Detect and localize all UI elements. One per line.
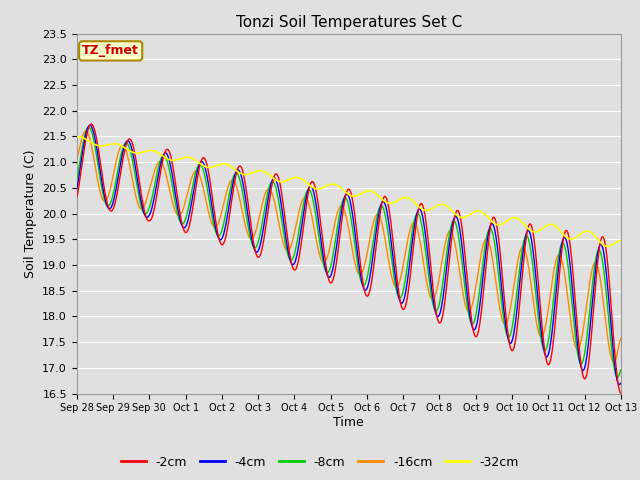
Title: Tonzi Soil Temperatures Set C: Tonzi Soil Temperatures Set C <box>236 15 462 30</box>
Legend: -2cm, -4cm, -8cm, -16cm, -32cm: -2cm, -4cm, -8cm, -16cm, -32cm <box>116 451 524 474</box>
Y-axis label: Soil Temperature (C): Soil Temperature (C) <box>24 149 36 278</box>
Text: TZ_fmet: TZ_fmet <box>82 44 139 58</box>
X-axis label: Time: Time <box>333 416 364 429</box>
